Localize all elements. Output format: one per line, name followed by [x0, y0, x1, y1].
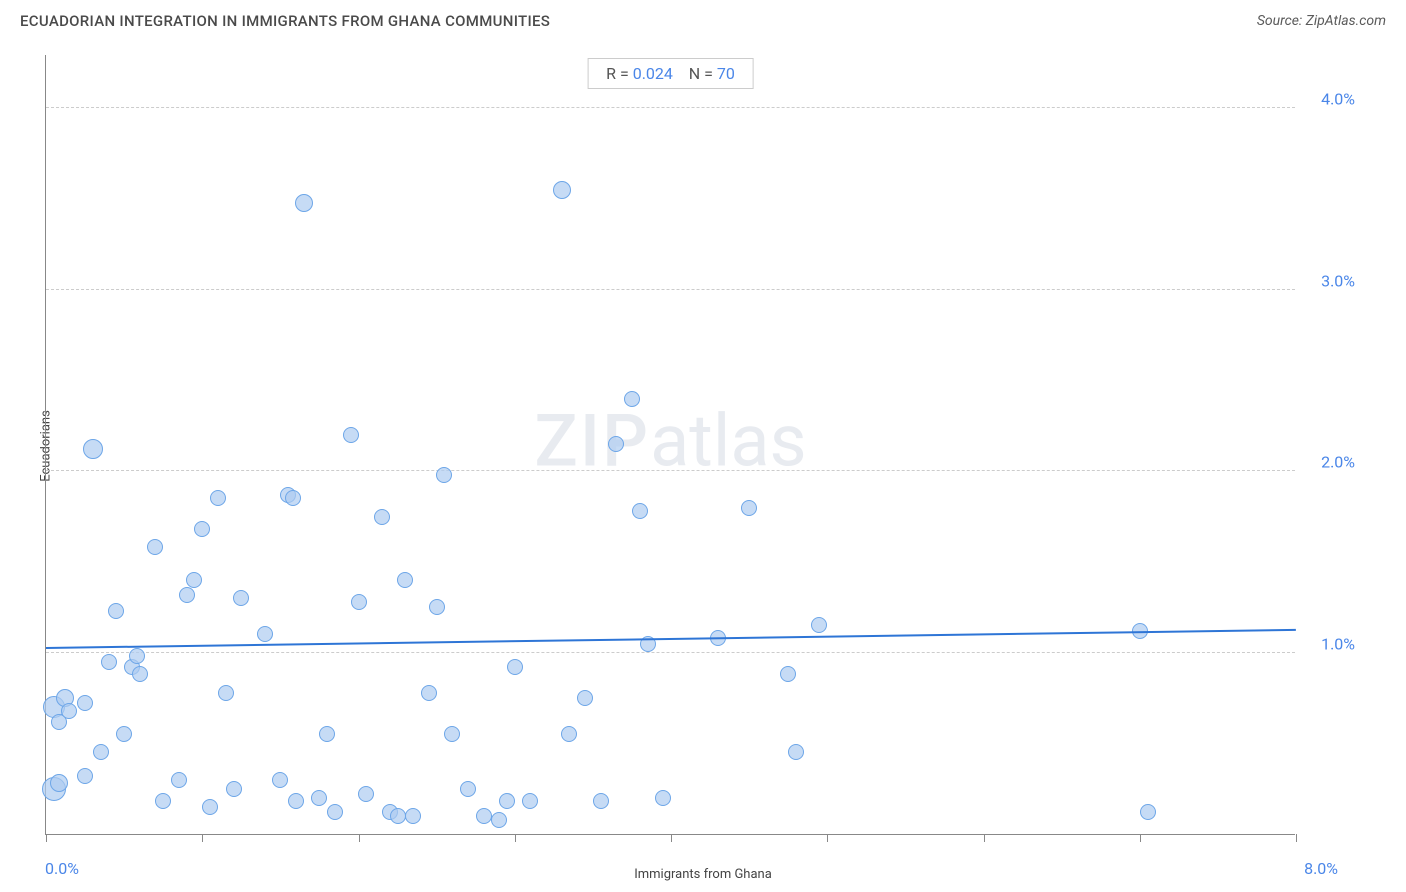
data-point	[202, 799, 218, 815]
data-point	[741, 500, 757, 516]
data-point	[608, 436, 624, 452]
data-point	[343, 427, 359, 443]
data-point	[780, 666, 796, 682]
data-point	[295, 194, 313, 212]
data-point	[61, 703, 77, 719]
gridline	[46, 107, 1295, 108]
x-axis-label: Immigrants from Ghana	[634, 867, 772, 882]
data-point	[179, 587, 195, 603]
data-point	[788, 744, 804, 760]
data-point	[311, 790, 327, 806]
data-point	[491, 812, 507, 828]
data-point	[288, 793, 304, 809]
data-point	[429, 599, 445, 615]
data-point	[50, 774, 68, 792]
x-tick	[359, 834, 360, 842]
data-point	[507, 659, 523, 675]
data-point	[593, 793, 609, 809]
data-point	[577, 690, 593, 706]
data-point	[436, 467, 452, 483]
data-point	[129, 648, 145, 664]
x-tick	[202, 834, 203, 842]
x-tick-max-label: 8.0%	[1304, 859, 1338, 878]
data-point	[272, 772, 288, 788]
data-point	[319, 726, 335, 742]
data-point	[522, 793, 538, 809]
data-point	[374, 509, 390, 525]
data-point	[257, 626, 273, 642]
data-point	[499, 793, 515, 809]
data-point	[624, 391, 640, 407]
x-tick	[1296, 834, 1297, 842]
data-point	[132, 666, 148, 682]
data-point	[1140, 804, 1156, 820]
y-tick-label: 4.0%	[1321, 90, 1355, 109]
data-point	[351, 594, 367, 610]
data-point	[476, 808, 492, 824]
r-label: R =	[606, 64, 629, 83]
x-tick	[827, 834, 828, 842]
x-tick	[984, 834, 985, 842]
chart-title: ECUADORIAN INTEGRATION IN IMMIGRANTS FRO…	[20, 12, 550, 30]
data-point	[358, 786, 374, 802]
data-point	[397, 572, 413, 588]
data-point	[460, 781, 476, 797]
scatter-chart: R = 0.024 N = 70 ZIPatlas 1.0%2.0%3.0%4.…	[45, 55, 1295, 835]
data-point	[77, 768, 93, 784]
data-point	[233, 590, 249, 606]
data-point	[101, 654, 117, 670]
data-point	[218, 685, 234, 701]
n-value: 70	[717, 64, 735, 83]
gridline	[46, 289, 1295, 290]
gridline	[46, 470, 1295, 471]
data-point	[77, 695, 93, 711]
data-point	[83, 439, 103, 459]
y-tick-label: 2.0%	[1321, 453, 1355, 472]
data-point	[147, 539, 163, 555]
x-tick	[46, 834, 47, 842]
n-label: N =	[689, 64, 713, 83]
y-tick-label: 3.0%	[1321, 271, 1355, 290]
data-point	[93, 744, 109, 760]
gridline	[46, 652, 1295, 653]
data-point	[116, 726, 132, 742]
stats-box: R = 0.024 N = 70	[587, 58, 754, 89]
source-label: Source: ZipAtlas.com	[1257, 13, 1386, 29]
trendline	[46, 629, 1296, 649]
data-point	[811, 617, 827, 633]
data-point	[194, 521, 210, 537]
data-point	[561, 726, 577, 742]
data-point	[655, 790, 671, 806]
data-point	[226, 781, 242, 797]
x-tick	[515, 834, 516, 842]
x-tick	[671, 834, 672, 842]
x-tick-min-label: 0.0%	[45, 859, 79, 878]
data-point	[171, 772, 187, 788]
data-point	[444, 726, 460, 742]
data-point	[155, 793, 171, 809]
y-tick-label: 1.0%	[1321, 634, 1355, 653]
data-point	[210, 490, 226, 506]
data-point	[421, 685, 437, 701]
data-point	[405, 808, 421, 824]
data-point	[285, 490, 301, 506]
data-point	[553, 181, 571, 199]
data-point	[108, 603, 124, 619]
data-point	[327, 804, 343, 820]
r-value: 0.024	[633, 64, 673, 83]
data-point	[186, 572, 202, 588]
data-point	[390, 808, 406, 824]
x-tick	[1140, 834, 1141, 842]
data-point	[632, 503, 648, 519]
